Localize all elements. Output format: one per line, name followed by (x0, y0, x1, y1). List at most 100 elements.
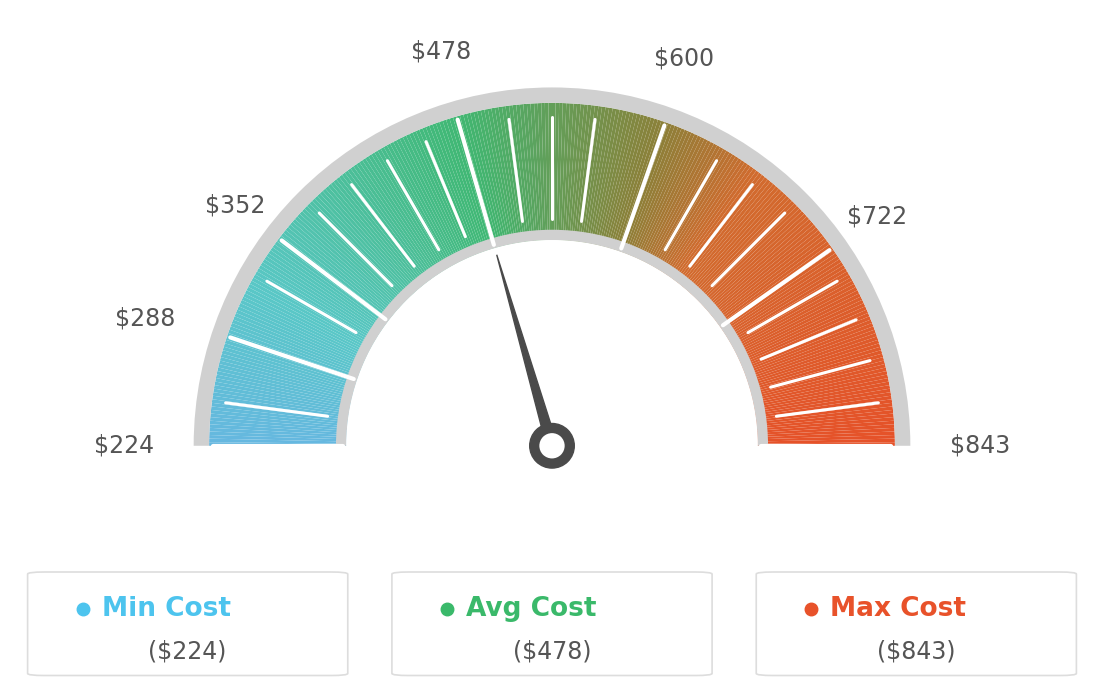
Wedge shape (365, 156, 442, 273)
Wedge shape (242, 297, 367, 358)
Wedge shape (563, 104, 574, 240)
Wedge shape (347, 240, 757, 446)
Wedge shape (322, 188, 416, 293)
Wedge shape (729, 271, 849, 343)
Wedge shape (691, 193, 787, 296)
Wedge shape (509, 105, 529, 241)
Wedge shape (565, 104, 577, 241)
Wedge shape (229, 330, 359, 378)
Wedge shape (390, 142, 457, 264)
Wedge shape (261, 262, 379, 337)
Wedge shape (193, 88, 911, 446)
Wedge shape (211, 406, 348, 424)
Wedge shape (371, 152, 445, 271)
Wedge shape (556, 103, 563, 240)
Wedge shape (297, 214, 401, 308)
Wedge shape (328, 184, 420, 290)
Wedge shape (660, 155, 735, 272)
Wedge shape (712, 230, 820, 318)
Wedge shape (696, 201, 795, 300)
Wedge shape (233, 316, 361, 370)
Wedge shape (754, 385, 890, 411)
Wedge shape (212, 395, 349, 418)
Wedge shape (331, 181, 421, 288)
Wedge shape (638, 134, 698, 259)
Wedge shape (273, 244, 385, 326)
Wedge shape (647, 142, 714, 264)
Wedge shape (523, 104, 537, 241)
Wedge shape (735, 290, 859, 354)
Wedge shape (282, 233, 391, 319)
Wedge shape (659, 152, 733, 271)
Wedge shape (225, 339, 357, 384)
Wedge shape (721, 250, 836, 330)
Wedge shape (739, 303, 866, 362)
Wedge shape (687, 186, 778, 291)
Wedge shape (209, 435, 347, 442)
Wedge shape (270, 247, 384, 328)
Wedge shape (433, 123, 482, 253)
Circle shape (530, 424, 574, 468)
Wedge shape (644, 139, 708, 262)
Wedge shape (704, 217, 809, 310)
Wedge shape (572, 104, 587, 241)
Wedge shape (601, 112, 637, 246)
Wedge shape (456, 115, 497, 248)
Text: Min Cost: Min Cost (102, 596, 231, 622)
Wedge shape (416, 130, 473, 257)
Wedge shape (736, 293, 861, 356)
Wedge shape (747, 339, 879, 384)
Wedge shape (449, 117, 492, 250)
Wedge shape (711, 227, 818, 316)
Wedge shape (541, 103, 548, 240)
Wedge shape (622, 123, 671, 253)
Wedge shape (520, 104, 534, 241)
Wedge shape (723, 256, 839, 334)
Wedge shape (745, 330, 875, 378)
Wedge shape (703, 214, 807, 308)
Wedge shape (677, 172, 762, 283)
Wedge shape (597, 111, 630, 246)
Wedge shape (488, 108, 516, 244)
Wedge shape (665, 158, 742, 275)
Wedge shape (357, 162, 436, 277)
Wedge shape (243, 293, 368, 356)
Wedge shape (312, 198, 410, 299)
Wedge shape (230, 326, 359, 376)
Wedge shape (702, 211, 805, 306)
Wedge shape (275, 241, 386, 325)
Wedge shape (320, 191, 414, 295)
Wedge shape (210, 413, 347, 428)
Wedge shape (213, 388, 349, 413)
Wedge shape (708, 221, 814, 313)
Wedge shape (245, 290, 369, 354)
Wedge shape (726, 265, 846, 339)
Wedge shape (752, 368, 887, 401)
Wedge shape (393, 140, 458, 264)
Wedge shape (443, 119, 488, 250)
Wedge shape (446, 119, 490, 250)
Wedge shape (750, 353, 883, 393)
Wedge shape (646, 140, 711, 264)
Wedge shape (666, 160, 745, 275)
Bar (192, 446, 912, 618)
Wedge shape (680, 177, 767, 286)
Wedge shape (743, 316, 871, 370)
Wedge shape (651, 146, 720, 266)
Wedge shape (241, 299, 365, 360)
Wedge shape (212, 400, 348, 420)
Wedge shape (222, 350, 354, 391)
Wedge shape (246, 287, 370, 353)
Wedge shape (757, 435, 895, 442)
Text: Avg Cost: Avg Cost (466, 596, 596, 622)
Wedge shape (554, 103, 560, 240)
Wedge shape (559, 103, 566, 240)
Wedge shape (747, 337, 878, 382)
Wedge shape (258, 265, 378, 339)
Wedge shape (413, 131, 470, 258)
Wedge shape (657, 150, 730, 270)
Wedge shape (216, 375, 351, 405)
Wedge shape (211, 403, 348, 422)
Wedge shape (713, 233, 822, 319)
Wedge shape (584, 107, 609, 243)
